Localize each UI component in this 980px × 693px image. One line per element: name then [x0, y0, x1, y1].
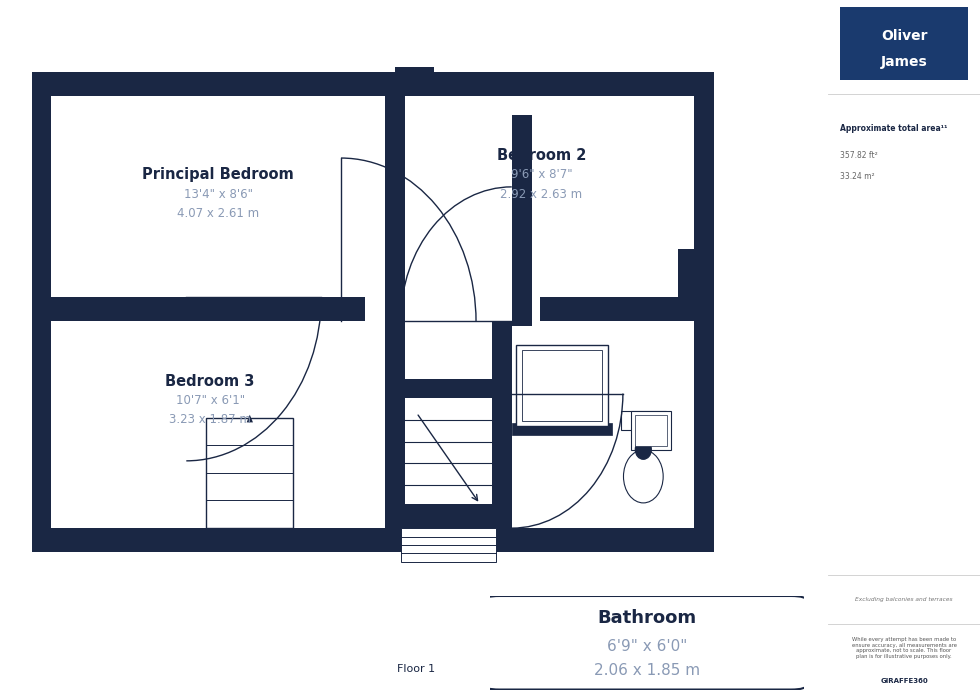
Text: 13'4" x 8'6": 13'4" x 8'6" [183, 188, 253, 200]
Text: 2.06 x 1.85 m: 2.06 x 1.85 m [594, 663, 700, 678]
Text: 357.82 ft²: 357.82 ft² [840, 152, 878, 160]
Polygon shape [497, 326, 507, 337]
Bar [401, 528, 496, 562]
Bar [405, 379, 492, 398]
Bar [695, 71, 714, 552]
Bar [385, 504, 512, 528]
Bar [31, 297, 72, 322]
Bar [206, 418, 293, 528]
Text: Principal Bedroom: Principal Bedroom [142, 168, 294, 182]
Text: Bedroom 2: Bedroom 2 [497, 148, 586, 163]
Text: Bathroom: Bathroom [597, 609, 697, 627]
Text: 3.23 x 1.87 m: 3.23 x 1.87 m [170, 414, 251, 426]
Bar [678, 249, 694, 322]
Text: GIRAFFE360: GIRAFFE360 [880, 678, 928, 683]
Bar [512, 423, 612, 435]
Bar [31, 71, 714, 552]
Ellipse shape [623, 450, 663, 503]
Bar [522, 350, 602, 421]
Polygon shape [695, 171, 705, 183]
Bar [621, 411, 665, 430]
Bar [51, 297, 365, 322]
FancyBboxPatch shape [484, 596, 807, 690]
Polygon shape [686, 529, 695, 540]
Polygon shape [247, 414, 253, 423]
Bar [840, 7, 968, 80]
Text: Oliver: Oliver [881, 29, 927, 43]
Text: 33.24 m²: 33.24 m² [840, 173, 875, 181]
Bar [385, 96, 405, 322]
Bar [31, 71, 714, 96]
Bar [385, 322, 405, 528]
Bar [492, 322, 512, 528]
Text: Floor 1: Floor 1 [398, 664, 435, 674]
Bar [512, 322, 695, 528]
Polygon shape [502, 388, 512, 399]
Text: Excluding balconies and terraces: Excluding balconies and terraces [856, 597, 953, 602]
Bar [515, 346, 609, 426]
Text: 2.92 x 2.63 m: 2.92 x 2.63 m [501, 188, 582, 200]
Polygon shape [41, 493, 51, 505]
Bar [31, 528, 714, 552]
Text: 10'7" x 6'1": 10'7" x 6'1" [175, 394, 245, 407]
Bar [540, 297, 695, 322]
Bar [635, 415, 666, 446]
Bar [395, 67, 434, 96]
Text: 4.07 x 2.61 m: 4.07 x 2.61 m [177, 207, 259, 220]
Text: 9'6" x 8'7": 9'6" x 8'7" [511, 168, 572, 182]
Bar [397, 67, 425, 96]
Polygon shape [695, 330, 705, 342]
Polygon shape [41, 171, 51, 183]
Polygon shape [686, 84, 695, 95]
Circle shape [635, 440, 652, 459]
Text: James: James [881, 55, 927, 69]
Text: 6'9" x 6'0": 6'9" x 6'0" [607, 639, 687, 654]
Bar [31, 71, 51, 552]
Text: Bedroom 3: Bedroom 3 [166, 374, 255, 389]
Bar [631, 411, 670, 450]
Polygon shape [51, 84, 60, 95]
Text: While every attempt has been made to
ensure accuracy, all measurements are
appro: While every attempt has been made to ens… [852, 637, 956, 659]
Text: Approximate total area¹¹: Approximate total area¹¹ [840, 124, 948, 132]
Polygon shape [51, 529, 60, 540]
Polygon shape [390, 326, 400, 337]
Bar [512, 115, 531, 326]
